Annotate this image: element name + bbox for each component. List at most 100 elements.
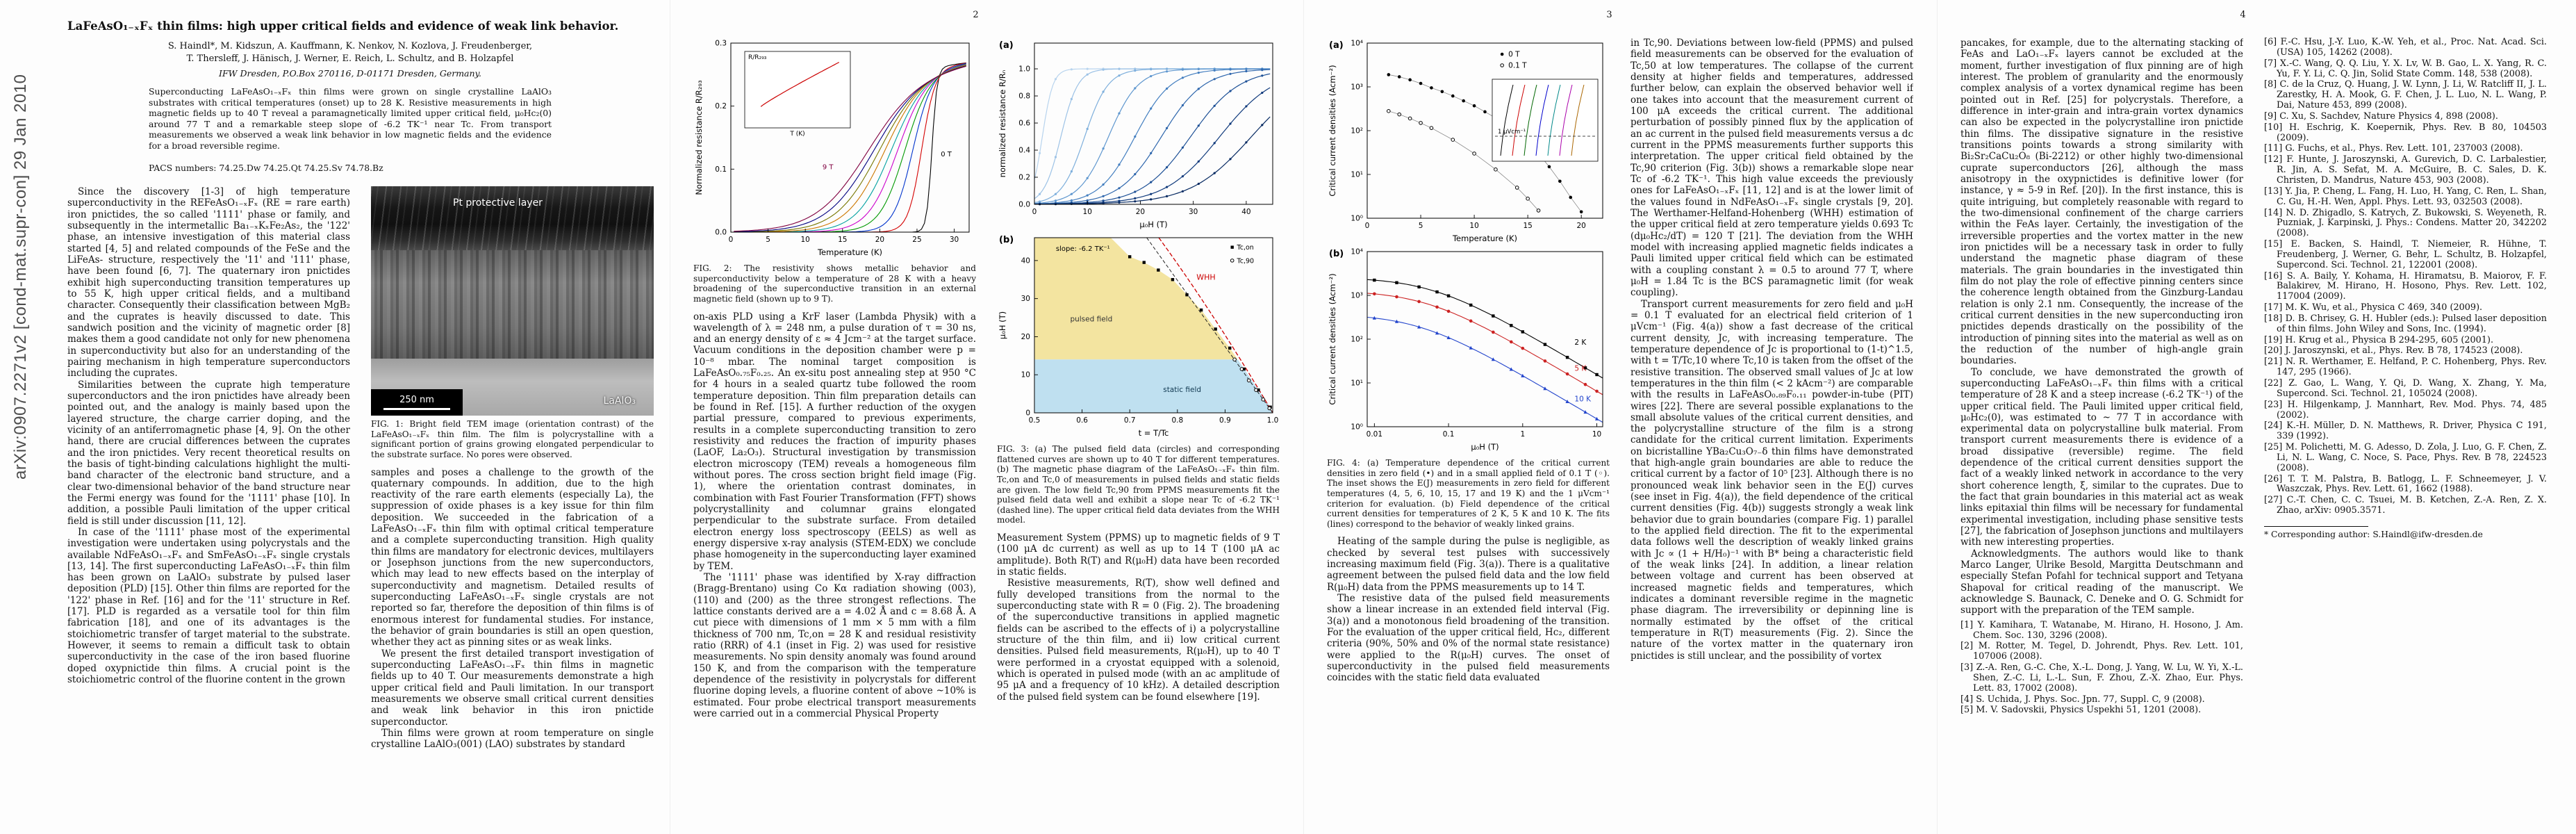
svg-text:0: 0 [1365, 222, 1370, 230]
svg-text:Tc,on: Tc,on [1237, 244, 1254, 252]
page2-col2-text: Measurement System (PPMS) up to magnetic… [997, 532, 1280, 703]
figure-3: 0 10 20 30 40 0.0 0.2 0.4 0.6 0.8 1.0 μ₀H (T) normal… [997, 38, 1280, 525]
svg-text:1.0: 1.0 [1267, 416, 1279, 425]
references-list-col1: [1] Y. Kamihara, T. Watanabe, M. Hirano,… [1960, 619, 2243, 717]
tem-scale-bar: 250 nm [371, 389, 463, 416]
tem-film-layer [371, 250, 654, 359]
svg-text:μ₀H (T): μ₀H (T) [998, 311, 1007, 339]
reference-entry: [5] M. V. Sadovskii, Physics Uspekhi 51,… [1960, 705, 2202, 716]
svg-text:0.1 T: 0.1 T [1508, 62, 1527, 70]
reference-entry: [20] J. Jaroszynski, et al., Phys. Rev. … [2264, 345, 2523, 357]
reference-entry: [18] D. B. Chrisey, G. H. Hubler (eds.):… [2264, 313, 2547, 334]
reference-entry: [2] M. Rotter, M. Tegel, D. Johrendt, Ph… [1960, 641, 2243, 662]
reference-entry: [24] K.-H. Müller, D. N. Matthews, R. Dr… [2264, 420, 2547, 442]
svg-text:Critical current densities (Ac: Critical current densities (Acm⁻²) [1328, 273, 1337, 404]
figure-2: 0 5 10 15 20 25 30 0.0 0.1 0.2 0.3 Temperature (K) N… [693, 38, 976, 304]
abstract: Superconducting LaFeAsO₁₋ₓFₓ thin films … [149, 86, 552, 151]
page4-col1-text: pancakes, for example, due to the altern… [1960, 38, 2243, 616]
reference-entry: [4] S. Uchida, J. Phys. Soc. Jpn. 77, Su… [1960, 694, 2205, 705]
svg-text:25: 25 [912, 236, 921, 244]
reference-entry: [27] C.-T. Chen, C. C. Tsuei, M. B. Ketc… [2264, 495, 2547, 516]
reference-entry: [10] H. Eschrig, K. Koepernik, Phys. Rev… [2264, 122, 2547, 143]
svg-text:40: 40 [1021, 256, 1030, 265]
reference-entry: [17] M. K. Wu, et al., Physica C 469, 34… [2264, 302, 2483, 313]
body-paragraph: The resistive data of the pulsed field m… [1327, 593, 1610, 684]
body-paragraph: pancakes, for example, due to the altern… [1960, 38, 2243, 367]
svg-text:0.5: 0.5 [1029, 416, 1041, 425]
reference-entry: [22] Z. Gao, L. Wang, Y. Qi, D. Wang, X.… [2264, 378, 2547, 399]
svg-text:WHH: WHH [1196, 272, 1215, 281]
reference-entry: [1] Y. Kamihara, T. Watanabe, M. Hirano,… [1960, 619, 2243, 641]
svg-text:1 μVcm⁻¹: 1 μVcm⁻¹ [1498, 129, 1526, 136]
reference-entry: [11] G. Fuchs, et al., Phys. Rev. Lett. … [2264, 143, 2523, 154]
svg-text:0: 0 [1032, 208, 1037, 216]
page3-column-left: 0 5 10 15 20 10⁰ 10¹ 10² 10³ 10⁴ Temperature (K) Cr… [1327, 38, 1610, 795]
page-1: LaFeAsO₁₋ₓFₓ thin films: high upper crit… [44, 0, 656, 834]
footnote-text: * Corresponding author: S.Haindl@ifw-dre… [2264, 529, 2483, 539]
svg-text:Temperature (K): Temperature (K) [1452, 234, 1517, 243]
svg-text:0 T: 0 T [1508, 51, 1520, 59]
figure2-caption: FIG. 2: The resistivity shows metallic b… [693, 263, 976, 304]
svg-text:0.2: 0.2 [1018, 174, 1030, 182]
tem-scale-label: 250 nm [399, 395, 434, 406]
authors-line-2: T. Thersleff, J. Hänisch, J. Werner, E. … [186, 53, 514, 64]
svg-text:normalized resistance R/Rₙ: normalized resistance R/Rₙ [998, 70, 1007, 178]
svg-text:Normalized resistance R/R₂₉₃: Normalized resistance R/R₂₉₃ [694, 80, 704, 195]
reference-entry: [26] T. T. M. Palstra, B. Batlogg, L. F.… [2264, 473, 2547, 495]
reference-entry: [8] C. de la Cruz, Q. Huang, J. W. Lynn,… [2264, 79, 2547, 111]
svg-text:20: 20 [1576, 222, 1585, 230]
svg-text:0.8: 0.8 [1018, 92, 1030, 101]
body-paragraph: Resistive measurements, R(T), show well … [997, 578, 1280, 703]
reference-entry: [7] X.-C. Wang, Q. Q. Liu, Y. X. Lv, W. … [2264, 58, 2547, 79]
reference-entry: [16] S. A. Baily, Y. Kohama, H. Hiramats… [2264, 270, 2547, 302]
svg-text:10: 10 [801, 236, 810, 244]
svg-text:1: 1 [1520, 430, 1525, 439]
svg-text:10⁴: 10⁴ [1351, 248, 1363, 256]
figure3-caption: FIG. 3: (a) The pulsed field data (circl… [997, 444, 1280, 525]
body-paragraph: Transport current measurements for zero … [1630, 298, 1913, 662]
tem-pt-layer [371, 186, 654, 250]
page4-column-left: pancakes, for example, due to the altern… [1960, 38, 2243, 795]
svg-text:30: 30 [950, 236, 959, 244]
author-list: S. Haindl*, M. Kidszun, A. Kauffmann, K.… [44, 40, 656, 65]
svg-text:0.3: 0.3 [715, 40, 727, 48]
svg-text:0 T: 0 T [941, 151, 952, 158]
svg-text:10: 10 [1592, 430, 1601, 439]
reference-entry: [23] H. Hilgenkamp, J. Mannhart, Rev. Mo… [2264, 399, 2547, 420]
page2-column-left: 0 5 10 15 20 25 30 0.0 0.1 0.2 0.3 Temperature (K) N… [693, 38, 976, 795]
svg-text:10³: 10³ [1351, 83, 1363, 92]
tem-scale-line [383, 407, 450, 410]
svg-text:0.4: 0.4 [1018, 147, 1030, 155]
svg-text:20: 20 [1136, 208, 1145, 216]
svg-text:1.0: 1.0 [1018, 65, 1030, 74]
svg-text:(a): (a) [999, 40, 1014, 51]
arxiv-stamp: arXiv:0907.2271v2 [cond-mat.supr-con] 29… [11, 74, 30, 480]
reference-entry: [6] F.-C. Hsu, J.-Y. Luo, K.-W. Yeh, et … [2264, 38, 2547, 58]
svg-text:0.1: 0.1 [715, 165, 727, 174]
page-2: 2 0 5 10 15 20 25 30 0.0 0.1 0.2 0.3 Temperature (K… [670, 0, 1281, 834]
svg-text:0.6: 0.6 [1018, 120, 1030, 128]
svg-text:0: 0 [1025, 409, 1030, 418]
figure-1: Pt protective layer LaAlO₃ 250 nm FIG. 1… [371, 186, 654, 460]
svg-text:Critical current densities (Ac: Critical current densities (Acm⁻²) [1328, 65, 1337, 196]
page-4: 4 pancakes, for example, due to the alte… [1937, 0, 2548, 834]
page-number: 2 [973, 10, 979, 20]
tem-image: Pt protective layer LaAlO₃ 250 nm [371, 186, 654, 416]
page2-column-right: 0 10 20 30 40 0.0 0.2 0.4 0.6 0.8 1.0 μ₀H (T) normal… [997, 38, 1280, 795]
page3-column-right: in Tc,90. Deviations between low-field (… [1630, 38, 1913, 795]
svg-text:10 K: 10 K [1574, 395, 1592, 403]
svg-text:0: 0 [729, 236, 734, 244]
reference-entry: [25] M. Polichetti, M. G. Adesso, D. Zol… [2264, 442, 2547, 473]
svg-text:15: 15 [1523, 222, 1532, 230]
page1-col2-text: samples and poses a challenge to the gro… [371, 467, 654, 751]
body-paragraph: Measurement System (PPMS) up to magnetic… [997, 532, 1280, 578]
svg-text:20: 20 [875, 236, 884, 244]
svg-text:30: 30 [1021, 295, 1030, 303]
tem-label-substrate: LaAlO₃ [603, 395, 636, 407]
svg-text:10: 10 [1021, 371, 1030, 379]
svg-text:30: 30 [1189, 208, 1198, 216]
body-paragraph: We present the first detailed transport … [371, 648, 654, 728]
figure1-caption: FIG. 1: Bright field TEM image (orientat… [371, 419, 654, 459]
figure4b-jc-vs-field-plot: 2 K 5 K 10 K 0.01 0.1 1 10 10⁰ 10¹ 10² 10³ 10⁴ μ₀H (… [1327, 246, 1610, 455]
figure4-caption: FIG. 4: (a) Temperature dependence of th… [1327, 458, 1610, 529]
